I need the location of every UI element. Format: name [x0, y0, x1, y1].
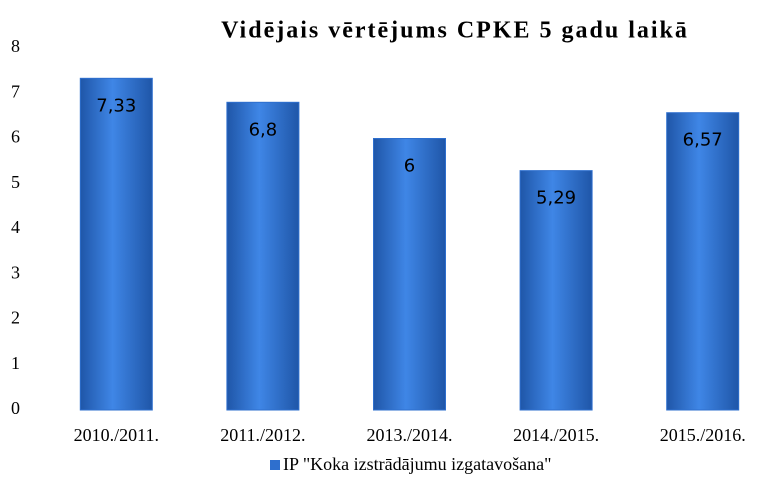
y-tick-label: 3	[11, 262, 20, 282]
x-tick-label: 2014./2015.	[513, 425, 599, 445]
y-tick-label: 2	[11, 308, 20, 328]
x-tick-label: 2015./2016.	[660, 425, 746, 445]
x-tick-label: 2011./2012.	[220, 425, 305, 445]
y-tick-label: 8	[11, 36, 20, 56]
chart-title: Vidējais vērtējums CPKE 5 gadu laikā	[221, 18, 689, 44]
value-label: 7,33	[96, 95, 136, 116]
bar	[519, 170, 593, 411]
x-tick-label: 2013./2014.	[366, 425, 452, 445]
value-label: 6,8	[249, 119, 278, 140]
y-tick-label: 7	[11, 81, 20, 101]
y-tick-label: 4	[11, 217, 20, 237]
value-label: 6,57	[683, 130, 723, 151]
bar	[79, 77, 153, 411]
y-tick-label: 1	[11, 353, 20, 373]
y-tick-label: 5	[11, 172, 20, 192]
bar	[226, 101, 300, 411]
x-tick-label: 2010./2011.	[74, 425, 159, 445]
bar	[666, 112, 740, 411]
y-tick-label: 6	[11, 127, 20, 147]
legend-label: IP "Koka izstrādājumu izgatavošana"	[283, 454, 551, 474]
y-tick-label: 0	[11, 398, 20, 418]
value-label: 5,29	[536, 188, 576, 209]
value-label: 6	[404, 156, 415, 177]
legend-swatch	[270, 460, 280, 470]
bar	[373, 138, 446, 411]
